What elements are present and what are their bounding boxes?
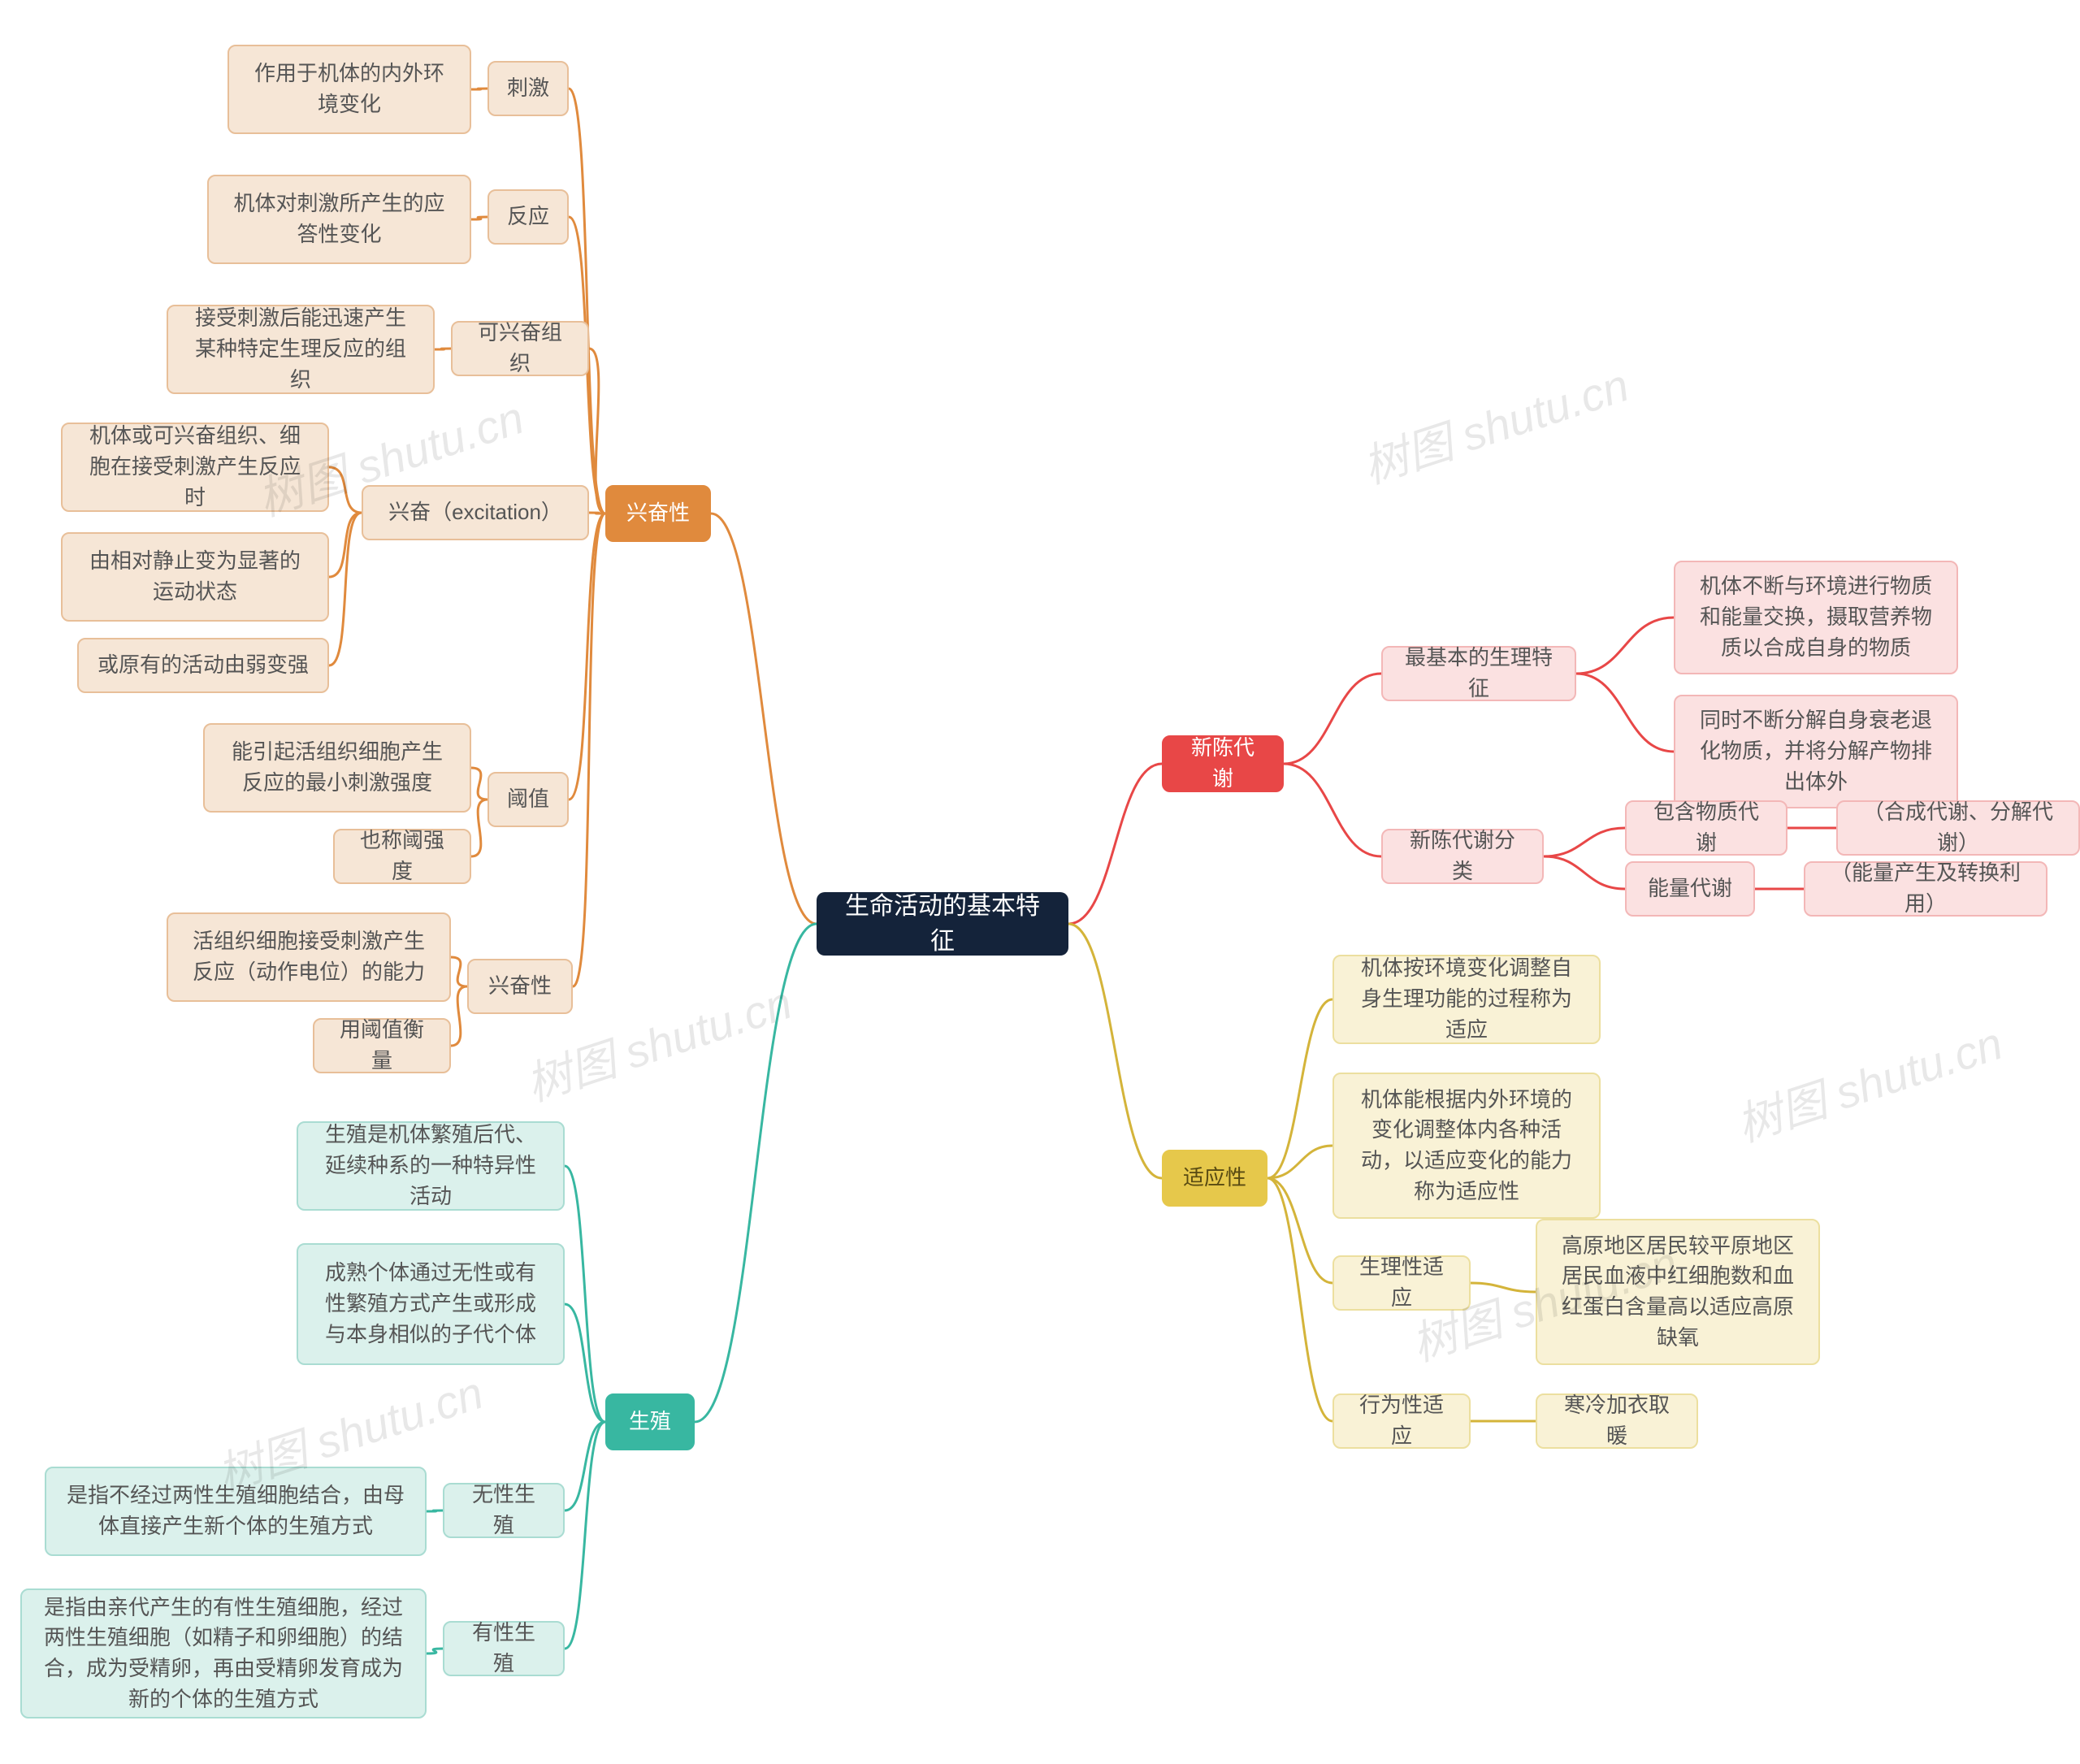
node-o5[interactable]: 阈值 xyxy=(488,772,569,827)
edge-o4-o4b xyxy=(329,513,362,577)
edge-r1b-r1b2 xyxy=(1544,856,1625,889)
edge-m4-t3 xyxy=(565,1422,605,1510)
edge-t4-t4a xyxy=(427,1649,443,1653)
node-o6[interactable]: 兴奋性 xyxy=(467,959,573,1014)
node-r1a2[interactable]: 同时不断分解自身衰老退化物质，并将分解产物排出体外 xyxy=(1674,695,1958,808)
edge-m4-t4 xyxy=(565,1422,605,1649)
node-t3[interactable]: 无性生殖 xyxy=(443,1483,565,1538)
edge-m2-y2 xyxy=(1268,1146,1332,1178)
edge-m2-y4 xyxy=(1268,1178,1332,1421)
edge-m1-r1a xyxy=(1284,674,1381,764)
node-r1b1a[interactable]: （合成代谢、分解代谢） xyxy=(1836,800,2080,856)
edge-m3-o4 xyxy=(589,513,605,514)
node-y3[interactable]: 生理性适应 xyxy=(1332,1255,1471,1311)
node-m4[interactable]: 生殖 xyxy=(605,1393,695,1450)
node-o5b[interactable]: 也称阈强度 xyxy=(333,829,471,884)
node-o6b[interactable]: 用阈值衡量 xyxy=(313,1018,451,1073)
node-t3a[interactable]: 是指不经过两性生殖细胞结合，由母体直接产生新个体的生殖方式 xyxy=(45,1467,427,1556)
edge-o4-o4a xyxy=(329,467,362,513)
edge-m1-r1b xyxy=(1284,764,1381,856)
node-y1[interactable]: 机体按环境变化调整自身生理功能的过程称为适应 xyxy=(1332,955,1601,1044)
node-o3a[interactable]: 接受刺激后能迅速产生某种特定生理反应的组织 xyxy=(167,305,435,394)
node-o4a[interactable]: 机体或可兴奋组织、细胞在接受刺激产生反应时 xyxy=(61,423,329,512)
node-m1[interactable]: 新陈代谢 xyxy=(1162,735,1284,792)
edge-o5-o5a xyxy=(471,768,488,800)
edge-o5-o5b xyxy=(471,800,488,856)
edge-r1a-r1a1 xyxy=(1576,618,1674,674)
edge-m2-y3 xyxy=(1268,1178,1332,1283)
edge-m4-t2 xyxy=(565,1304,605,1422)
node-t4[interactable]: 有性生殖 xyxy=(443,1621,565,1676)
watermark: 树图 shutu.cn xyxy=(1727,1008,2010,1155)
edge-m3-o5 xyxy=(569,514,605,800)
node-o4c[interactable]: 或原有的活动由弱变强 xyxy=(77,638,329,693)
node-y2[interactable]: 机体能根据内外环境的变化调整体内各种活动，以适应变化的能力称为适应性 xyxy=(1332,1073,1601,1219)
node-o1[interactable]: 刺激 xyxy=(488,61,569,116)
node-m3[interactable]: 兴奋性 xyxy=(605,485,711,542)
edge-m3-o6 xyxy=(573,514,605,986)
node-t2[interactable]: 成熟个体通过无性或有性繁殖方式产生或形成与本身相似的子代个体 xyxy=(297,1243,565,1365)
edge-y3-y3a xyxy=(1471,1283,1536,1292)
root-node[interactable]: 生命活动的基本特征 xyxy=(817,892,1068,956)
node-o3[interactable]: 可兴奋组织 xyxy=(451,321,589,376)
edge-o4-o4c xyxy=(329,513,362,665)
edge-m4-t1 xyxy=(565,1166,605,1422)
edge-r1a-r1a2 xyxy=(1576,674,1674,752)
node-y3a[interactable]: 高原地区居民较平原地区居民血液中红细胞数和血红蛋白含量高以适应高原缺氧 xyxy=(1536,1219,1820,1365)
edge-root-m2 xyxy=(1068,924,1162,1178)
edge-m2-y1 xyxy=(1268,999,1332,1178)
edge-o6-o6a xyxy=(451,957,467,986)
node-o2a[interactable]: 机体对刺激所产生的应答性变化 xyxy=(207,175,471,264)
node-o4b[interactable]: 由相对静止变为显著的运动状态 xyxy=(61,532,329,622)
node-o2[interactable]: 反应 xyxy=(488,189,569,245)
edge-r1b-r1b1 xyxy=(1544,828,1625,856)
node-r1a[interactable]: 最基本的生理特征 xyxy=(1381,646,1576,701)
edge-t3-t3a xyxy=(427,1510,443,1511)
edge-root-m4 xyxy=(695,924,817,1422)
edge-m3-o3 xyxy=(589,349,605,514)
node-o5a[interactable]: 能引起活组织细胞产生反应的最小刺激强度 xyxy=(203,723,471,813)
edge-o2-o2a xyxy=(471,217,488,219)
node-t4a[interactable]: 是指由亲代产生的有性生殖细胞，经过两性生殖细胞（如精子和卵细胞）的结合，成为受精… xyxy=(20,1588,427,1718)
node-o6a[interactable]: 活组织细胞接受刺激产生反应（动作电位）的能力 xyxy=(167,912,451,1002)
node-o4[interactable]: 兴奋（excitation） xyxy=(362,485,589,540)
node-r1b2[interactable]: 能量代谢 xyxy=(1625,861,1755,917)
edge-root-m3 xyxy=(711,514,817,924)
node-y4a[interactable]: 寒冷加衣取暖 xyxy=(1536,1393,1698,1449)
node-r1a1[interactable]: 机体不断与环境进行物质和能量交换，摄取营养物质以合成自身的物质 xyxy=(1674,561,1958,674)
node-r1b1[interactable]: 包含物质代谢 xyxy=(1625,800,1788,856)
node-r1b[interactable]: 新陈代谢分类 xyxy=(1381,829,1544,884)
watermark: 树图 shutu.cn xyxy=(1354,349,1636,497)
node-y4[interactable]: 行为性适应 xyxy=(1332,1393,1471,1449)
mindmap-canvas: 生命活动的基本特征 新陈代谢适应性 兴奋性生殖 最基本的生理特征新陈代谢分类 机体不断与… xyxy=(0,0,2080,1764)
edge-m3-o1 xyxy=(569,89,605,514)
node-m2[interactable]: 适应性 xyxy=(1162,1150,1268,1207)
node-r1b2a[interactable]: （能量产生及转换利用） xyxy=(1804,861,2048,917)
edge-root-m1 xyxy=(1068,764,1162,924)
node-o1a[interactable]: 作用于机体的内外环境变化 xyxy=(228,45,471,134)
node-t1[interactable]: 生殖是机体繁殖后代、延续种系的一种特异性活动 xyxy=(297,1121,565,1211)
edge-o6-o6b xyxy=(451,986,467,1046)
